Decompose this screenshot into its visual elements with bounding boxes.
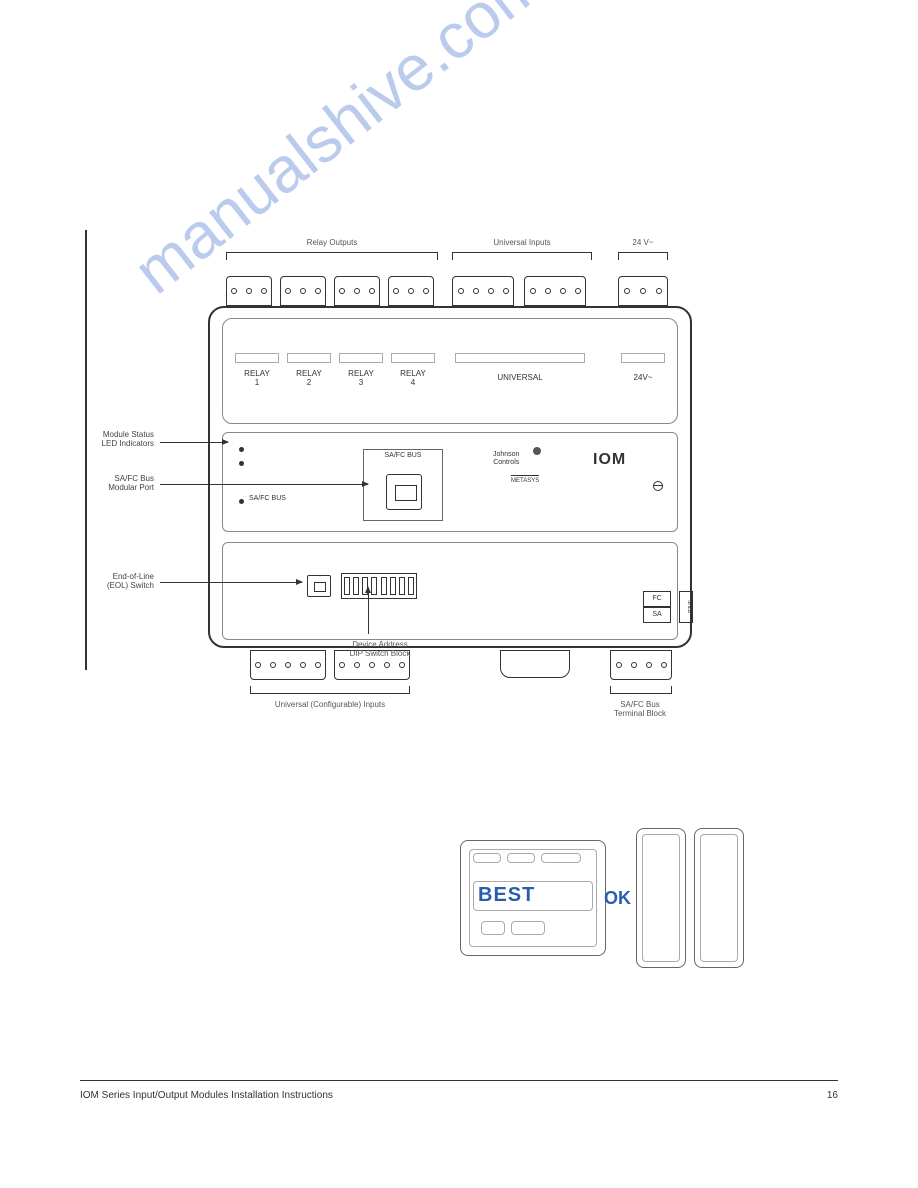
section-rule xyxy=(85,230,87,670)
ok2i xyxy=(700,834,738,962)
thumb-ok1 xyxy=(636,828,686,968)
iom-figure: Relay Outputs Universal Inputs 24 V~ REL… xyxy=(220,270,680,680)
bracket-bot-ui xyxy=(250,686,410,694)
relay2-label: RELAY 2 xyxy=(287,369,331,387)
bracket-bot-safc xyxy=(610,686,672,694)
term-relay2 xyxy=(280,276,326,306)
inner-bot-panel: FC SA SHLD xyxy=(222,542,678,640)
bracket-universal xyxy=(452,252,592,260)
din-clip xyxy=(500,650,570,678)
tbi6 xyxy=(511,921,545,935)
top-bracket-group: Relay Outputs Universal Inputs 24 V~ xyxy=(220,252,680,272)
safc-port: SA/FC BUS xyxy=(363,449,443,521)
jci-logo: Johnson Controls xyxy=(493,451,519,466)
shld-label: SHLD xyxy=(679,591,693,623)
fc-sa-block: FC SA xyxy=(643,591,671,623)
safc-title: SA/FC BUS xyxy=(364,452,442,459)
footer-page: 16 xyxy=(827,1090,838,1101)
sa-label: SA xyxy=(643,607,671,623)
callout-eol: End-of-Line (EOL) Switch xyxy=(60,572,154,590)
bot-ui-label: Universal (Configurable) Inputs xyxy=(250,700,410,709)
bottom-terminals xyxy=(220,650,680,690)
dip-switches xyxy=(341,573,417,599)
eol-switch xyxy=(307,575,331,597)
relay3-label: RELAY 3 xyxy=(339,369,383,387)
inner-top-panel: RELAY 1 RELAY 2 RELAY 3 RELAY 4 UNIVERSA… xyxy=(222,318,678,424)
slot4 xyxy=(391,353,435,363)
rj45-icon xyxy=(386,474,422,510)
iom-text: IOM xyxy=(593,451,626,469)
power-label: 24V~ xyxy=(621,373,665,382)
jci-sub: METASYS xyxy=(511,475,539,484)
top-terminals xyxy=(220,270,680,310)
thumb-ok2 xyxy=(694,828,744,968)
led-status2 xyxy=(239,461,244,466)
callout-leds: Module Status LED Indicators xyxy=(60,430,154,448)
footer-title: IOM Series Input/Output Modules Installa… xyxy=(80,1090,333,1101)
term-relay1 xyxy=(226,276,272,306)
arrow-dip-v xyxy=(368,588,369,634)
universal-label: UNIVERSAL xyxy=(455,373,585,382)
top-relay-label: Relay Outputs xyxy=(226,238,438,247)
slot1 xyxy=(235,353,279,363)
bracket-power xyxy=(618,252,668,260)
term-relay3 xyxy=(334,276,380,306)
tbi2 xyxy=(507,853,535,863)
ok-text: OK xyxy=(604,888,631,909)
led-status1 xyxy=(239,447,244,452)
callout-dip: Device Address DIP Switch Block xyxy=(320,640,440,658)
globe-icon xyxy=(533,447,541,455)
tbi5 xyxy=(481,921,505,935)
term-power xyxy=(618,276,668,306)
term-ui2 xyxy=(524,276,586,306)
bracket-relays xyxy=(226,252,438,260)
term-relay4 xyxy=(388,276,434,306)
controller-body: RELAY 1 RELAY 2 RELAY 3 RELAY 4 UNIVERSA… xyxy=(208,306,692,648)
relay4-label: RELAY 4 xyxy=(391,369,435,387)
arrow-dip-head xyxy=(365,586,371,593)
arrow-port xyxy=(160,484,368,485)
footer-rule xyxy=(80,1080,838,1081)
arrow-leds xyxy=(160,442,228,443)
slot3 xyxy=(339,353,383,363)
safc-led-label: SA/FC BUS xyxy=(249,495,286,502)
tbi3 xyxy=(541,853,581,863)
inner-mid-panel: SA/FC BUS SA/FC BUS Johnson Controls MET… xyxy=(222,432,678,532)
slot-ui xyxy=(455,353,585,363)
term-bot1 xyxy=(250,650,326,680)
slot2 xyxy=(287,353,331,363)
term-bot-safc xyxy=(610,650,672,680)
tbi1 xyxy=(473,853,501,863)
arrow-eol xyxy=(160,582,302,583)
bot-safc-label: SA/FC Bus Terminal Block xyxy=(580,700,700,718)
screw-hole-icon xyxy=(653,481,663,491)
best-text: BEST xyxy=(478,884,535,907)
term-ui1 xyxy=(452,276,514,306)
ok1i xyxy=(642,834,680,962)
top-universal-label: Universal Inputs xyxy=(452,238,592,247)
led-safc xyxy=(239,499,244,504)
relay1-label: RELAY 1 xyxy=(235,369,279,387)
callout-port: SA/FC Bus Modular Port xyxy=(60,474,154,492)
slot-pwr xyxy=(621,353,665,363)
fc-label: FC xyxy=(643,591,671,607)
top-power-label: 24 V~ xyxy=(618,238,668,247)
